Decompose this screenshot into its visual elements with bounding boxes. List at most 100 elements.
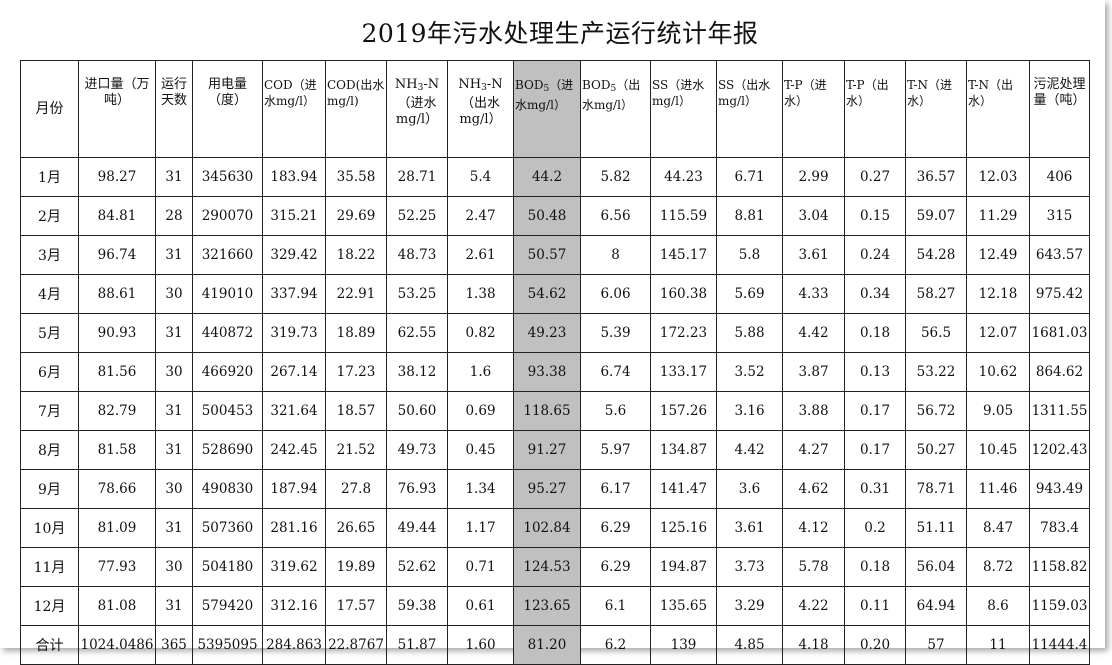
header-row: 月份 进口量（万吨） 运行天数 用电量（度） COD（进水mg/l） COD(出… [20,60,1090,158]
cell-cod-in: 319.73 [262,313,326,353]
cell-ss-out: 3.29 [716,586,783,626]
cell-nh3n-in: 53.25 [386,274,448,314]
cell-tn-out: 11.46 [966,469,1030,509]
header-month: 月份 [20,60,79,158]
cell-nh3n-out: 0.71 [447,547,514,587]
cell-inflow: 96.74 [78,235,156,275]
cell-bod5-out: 5.82 [580,157,651,197]
cell-tn-out: 8.47 [966,508,1030,548]
cell-tp-out: 0.17 [844,430,906,470]
cell-ss-out: 3.61 [716,508,783,548]
cell-sludge: 406 [1029,157,1090,197]
cell-tn-out: 10.62 [966,352,1030,392]
cell-bod5-in: 54.62 [513,274,581,314]
cell-sludge: 1159.03 [1029,586,1090,626]
report-title: 2019年污水处理生产运行统计年报 [361,19,759,48]
cell-ss-out: 3.73 [716,547,783,587]
cell-ss-in: 141.47 [650,469,717,509]
cell-bod5-in: 50.48 [513,196,581,236]
cell-ss-in: 157.26 [650,391,717,431]
cell-power: 5395095 [192,625,263,665]
cell-cod-out: 18.22 [325,235,387,275]
cell-tn-in: 51.11 [905,508,967,548]
table-row: 1月 98.27 31 345630 183.94 35.58 28.71 5.4 44.2 5.… [20,157,1090,197]
cell-run-days: 31 [155,235,193,275]
cell-sludge: 315 [1029,196,1090,236]
cell-cod-in: 337.94 [262,274,326,314]
cell-ss-out: 4.42 [716,430,783,470]
cell-nh3n-in: 49.44 [386,508,448,548]
cell-power: 345630 [192,157,263,197]
header-cod-out: COD(出水mg/l) [325,60,387,158]
cell-tn-out: 11.29 [966,196,1030,236]
cell-ss-out: 8.81 [716,196,783,236]
cell-tp-out: 0.13 [844,352,906,392]
cell-power: 528690 [192,430,263,470]
cell-bod5-in: 81.20 [513,625,581,665]
cell-month: 3月 [20,235,79,275]
cell-cod-out: 18.57 [325,391,387,431]
header-cod-in: COD（进水mg/l） [262,60,326,158]
cell-tn-out: 12.07 [966,313,1030,353]
cell-tn-in: 36.57 [905,157,967,197]
cell-ss-in: 115.59 [650,196,717,236]
cell-bod5-out: 6.29 [580,508,651,548]
cell-bod5-out: 6.56 [580,196,651,236]
cell-tp-out: 0.18 [844,313,906,353]
cell-inflow: 84.81 [78,196,156,236]
cell-bod5-out: 6.06 [580,274,651,314]
cell-nh3n-out: 0.61 [447,586,514,626]
cell-run-days: 31 [155,586,193,626]
header-tp-in: T-P（进水） [782,60,845,158]
cell-tn-out: 8.6 [966,586,1030,626]
cell-cod-in: 315.21 [262,196,326,236]
report-body: 1月 98.27 31 345630 183.94 35.58 28.71 5.4 44.2 5.… [20,157,1090,665]
cell-cod-out: 17.23 [325,352,387,392]
cell-nh3n-in: 38.12 [386,352,448,392]
cell-cod-in: 329.42 [262,235,326,275]
cell-nh3n-in: 28.71 [386,157,448,197]
cell-power: 500453 [192,391,263,431]
cell-nh3n-in: 49.73 [386,430,448,470]
cell-run-days: 31 [155,313,193,353]
cell-power: 504180 [192,547,263,587]
report-page: 2019年污水处理生产运行统计年报 月份 进口量（万吨） 运行天数 用电量（度）… [20,19,1090,665]
cell-tp-out: 0.15 [844,196,906,236]
cell-ss-out: 5.69 [716,274,783,314]
cell-cod-in: 187.94 [262,469,326,509]
cell-cod-out: 22.91 [325,274,387,314]
cell-cod-in: 319.62 [262,547,326,587]
cell-bod5-out: 6.2 [580,625,651,665]
cell-ss-in: 135.65 [650,586,717,626]
cell-sludge: 1202.43 [1029,430,1090,470]
cell-tn-in: 57 [905,625,967,665]
cell-ss-in: 172.23 [650,313,717,353]
cell-tn-in: 50.27 [905,430,967,470]
table-row: 11月 77.93 30 504180 319.62 19.89 52.62 0.71 124.… [20,547,1090,587]
cell-cod-out: 19.89 [325,547,387,587]
cell-cod-in: 267.14 [262,352,326,392]
cell-run-days: 31 [155,157,193,197]
cell-inflow: 81.08 [78,586,156,626]
cell-month: 5月 [20,313,79,353]
cell-nh3n-out: 0.45 [447,430,514,470]
cell-run-days: 31 [155,508,193,548]
header-tn-out: T-N（出水） [966,60,1030,158]
cell-cod-out: 27.8 [325,469,387,509]
cell-sludge: 11444.4 [1029,625,1090,665]
cell-cod-out: 35.58 [325,157,387,197]
table-row: 9月 78.66 30 490830 187.94 27.8 76.93 1.34 95.27 6… [20,469,1090,509]
table-row: 2月 84.81 28 290070 315.21 29.69 52.25 2.47 50.48… [20,196,1090,236]
cell-nh3n-in: 59.38 [386,586,448,626]
cell-cod-out: 26.65 [325,508,387,548]
cell-ss-in: 139 [650,625,717,665]
cell-bod5-in: 102.84 [513,508,581,548]
cell-run-days: 30 [155,274,193,314]
cell-power: 419010 [192,274,263,314]
cell-tp-out: 0.34 [844,274,906,314]
cell-tn-in: 56.5 [905,313,967,353]
cell-sludge: 643.57 [1029,235,1090,275]
table-row: 5月 90.93 31 440872 319.73 18.89 62.55 0.82 49.23… [20,313,1090,353]
cell-tn-in: 58.27 [905,274,967,314]
cell-ss-in: 134.87 [650,430,717,470]
